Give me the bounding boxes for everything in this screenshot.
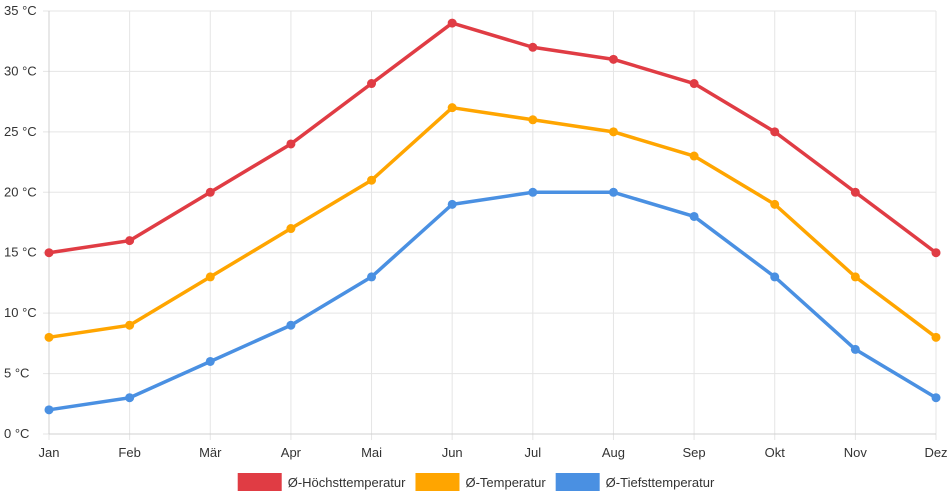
data-point[interactable]: [205, 187, 215, 197]
data-point[interactable]: [689, 79, 699, 89]
data-point[interactable]: [44, 332, 54, 342]
legend-swatch: [237, 473, 282, 491]
series-3: [44, 187, 941, 415]
data-point[interactable]: [447, 18, 457, 28]
y-tick-label: 5 °C: [4, 366, 29, 381]
data-point[interactable]: [205, 356, 215, 366]
data-point[interactable]: [44, 248, 54, 258]
y-tick-label: 35 °C: [4, 3, 37, 18]
legend-item-1[interactable]: Ø-Höchsttemperatur: [237, 473, 406, 491]
series-lines: [44, 18, 941, 415]
series-1: [44, 18, 941, 258]
series-line: [47, 190, 938, 412]
data-point[interactable]: [850, 344, 860, 354]
x-tick-label: Jan: [39, 445, 60, 460]
series-line: [47, 105, 938, 340]
data-point[interactable]: [931, 332, 941, 342]
data-point[interactable]: [125, 393, 135, 403]
data-point[interactable]: [125, 236, 135, 246]
data-point[interactable]: [367, 272, 377, 282]
data-point[interactable]: [931, 393, 941, 403]
legend-swatch: [555, 473, 600, 491]
x-tick-label: Apr: [281, 445, 302, 460]
y-tick-label: 25 °C: [4, 124, 37, 139]
data-point[interactable]: [447, 199, 457, 209]
data-point[interactable]: [367, 175, 377, 185]
x-tick-label: Nov: [844, 445, 868, 460]
x-tick-label: Feb: [118, 445, 140, 460]
y-tick-label: 0 °C: [4, 426, 29, 441]
data-point[interactable]: [286, 224, 296, 234]
data-point[interactable]: [770, 127, 780, 137]
data-point[interactable]: [850, 187, 860, 197]
data-point[interactable]: [528, 187, 538, 197]
data-point[interactable]: [689, 151, 699, 161]
data-point[interactable]: [608, 54, 618, 64]
x-tick-label: Mär: [199, 445, 222, 460]
data-point[interactable]: [850, 272, 860, 282]
y-tick-label: 10 °C: [4, 305, 37, 320]
x-tick-label: Aug: [602, 445, 625, 460]
data-point[interactable]: [367, 79, 377, 89]
data-point[interactable]: [770, 199, 780, 209]
y-tick-label: 20 °C: [4, 184, 37, 199]
series-2: [44, 103, 941, 342]
x-tick-label: Dez: [924, 445, 947, 460]
data-point[interactable]: [286, 139, 296, 149]
legend-label: Ø-Tiefsttemperatur: [606, 475, 715, 490]
y-tick-label: 15 °C: [4, 245, 37, 260]
data-point[interactable]: [770, 272, 780, 282]
data-point[interactable]: [608, 187, 618, 197]
data-point[interactable]: [44, 405, 54, 415]
axes: 0 °C 5 °C 10 °C 15 °C 20 °C 25 °C 30 °C 35 °C Ja…: [4, 3, 948, 460]
data-point[interactable]: [528, 42, 538, 52]
data-point[interactable]: [528, 115, 538, 125]
data-point[interactable]: [608, 127, 618, 137]
series-line: [47, 21, 938, 255]
data-point[interactable]: [931, 248, 941, 258]
legend-item-2[interactable]: Ø-Temperatur: [415, 473, 546, 491]
data-point[interactable]: [286, 320, 296, 330]
x-tick-label: Mai: [361, 445, 382, 460]
y-tick-label: 30 °C: [4, 63, 37, 78]
data-point[interactable]: [689, 211, 699, 221]
legend: Ø-Höchsttemperatur Ø-Temperatur Ø-Tiefstte…: [237, 473, 715, 491]
legend-label: Ø-Höchsttemperatur: [288, 475, 406, 490]
data-point[interactable]: [205, 272, 215, 282]
legend-item-3[interactable]: Ø-Tiefsttemperatur: [555, 473, 715, 491]
legend-label: Ø-Temperatur: [465, 475, 546, 490]
data-point[interactable]: [447, 103, 457, 113]
x-tick-label: Sep: [683, 445, 706, 460]
data-point[interactable]: [125, 320, 135, 330]
x-tick-label: Jun: [442, 445, 463, 460]
x-tick-label: Okt: [765, 445, 786, 460]
legend-swatch: [415, 473, 460, 491]
x-tick-label: Jul: [525, 445, 542, 460]
grid: [43, 10, 937, 440]
